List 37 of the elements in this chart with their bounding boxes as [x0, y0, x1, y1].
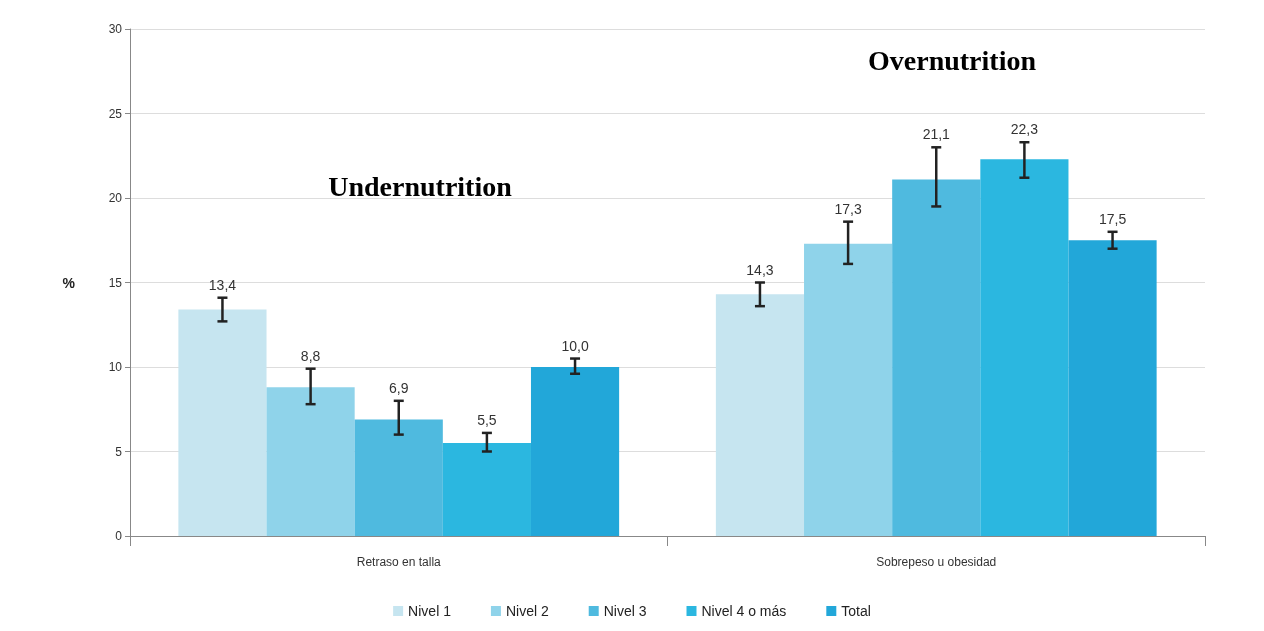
data-label: 14,3	[746, 261, 774, 278]
legend-label: Total	[841, 603, 871, 619]
y-tick-label: 25	[108, 106, 123, 121]
legend-label: Nivel 4 o más	[701, 603, 787, 619]
y-tick-label: 0	[115, 529, 123, 543]
data-label: 22,3	[1010, 121, 1039, 138]
data-label: 6,9	[389, 379, 409, 396]
bar	[442, 443, 531, 536]
data-label: 17,3	[834, 200, 862, 217]
x-tick-label: Sobrepeso u obesidad	[876, 555, 997, 569]
legend-label: Nivel 2	[505, 603, 549, 619]
data-label: 8,8	[300, 347, 321, 364]
annotation: Undernutrition	[328, 170, 513, 202]
bar	[892, 179, 981, 536]
y-tick-label: 15	[108, 275, 123, 290]
x-tick-label: Retraso en talla	[356, 555, 442, 569]
legend-label: Nivel 1	[408, 603, 452, 619]
y-tick-label: 10	[108, 360, 123, 374]
data-label: 13,4	[208, 276, 237, 293]
bar	[530, 367, 620, 536]
annotation: Overnutrition	[868, 44, 1037, 76]
data-label: 17,5	[1098, 210, 1127, 227]
data-label: 21,1	[922, 126, 951, 143]
y-tick-label: 20	[108, 191, 123, 205]
bar	[1068, 240, 1157, 536]
y-tick-label: 5	[115, 444, 123, 459]
bar	[715, 294, 805, 536]
bar	[178, 309, 267, 536]
bar	[980, 159, 1069, 536]
y-axis-title: %	[62, 274, 76, 291]
bar	[804, 243, 893, 536]
data-label: 5,5	[477, 411, 497, 428]
data-label: 10,0	[561, 337, 589, 354]
bar	[354, 419, 443, 536]
bar	[266, 387, 355, 536]
legend-label: Nivel 3	[603, 603, 647, 619]
y-tick-label: 30	[108, 22, 123, 36]
